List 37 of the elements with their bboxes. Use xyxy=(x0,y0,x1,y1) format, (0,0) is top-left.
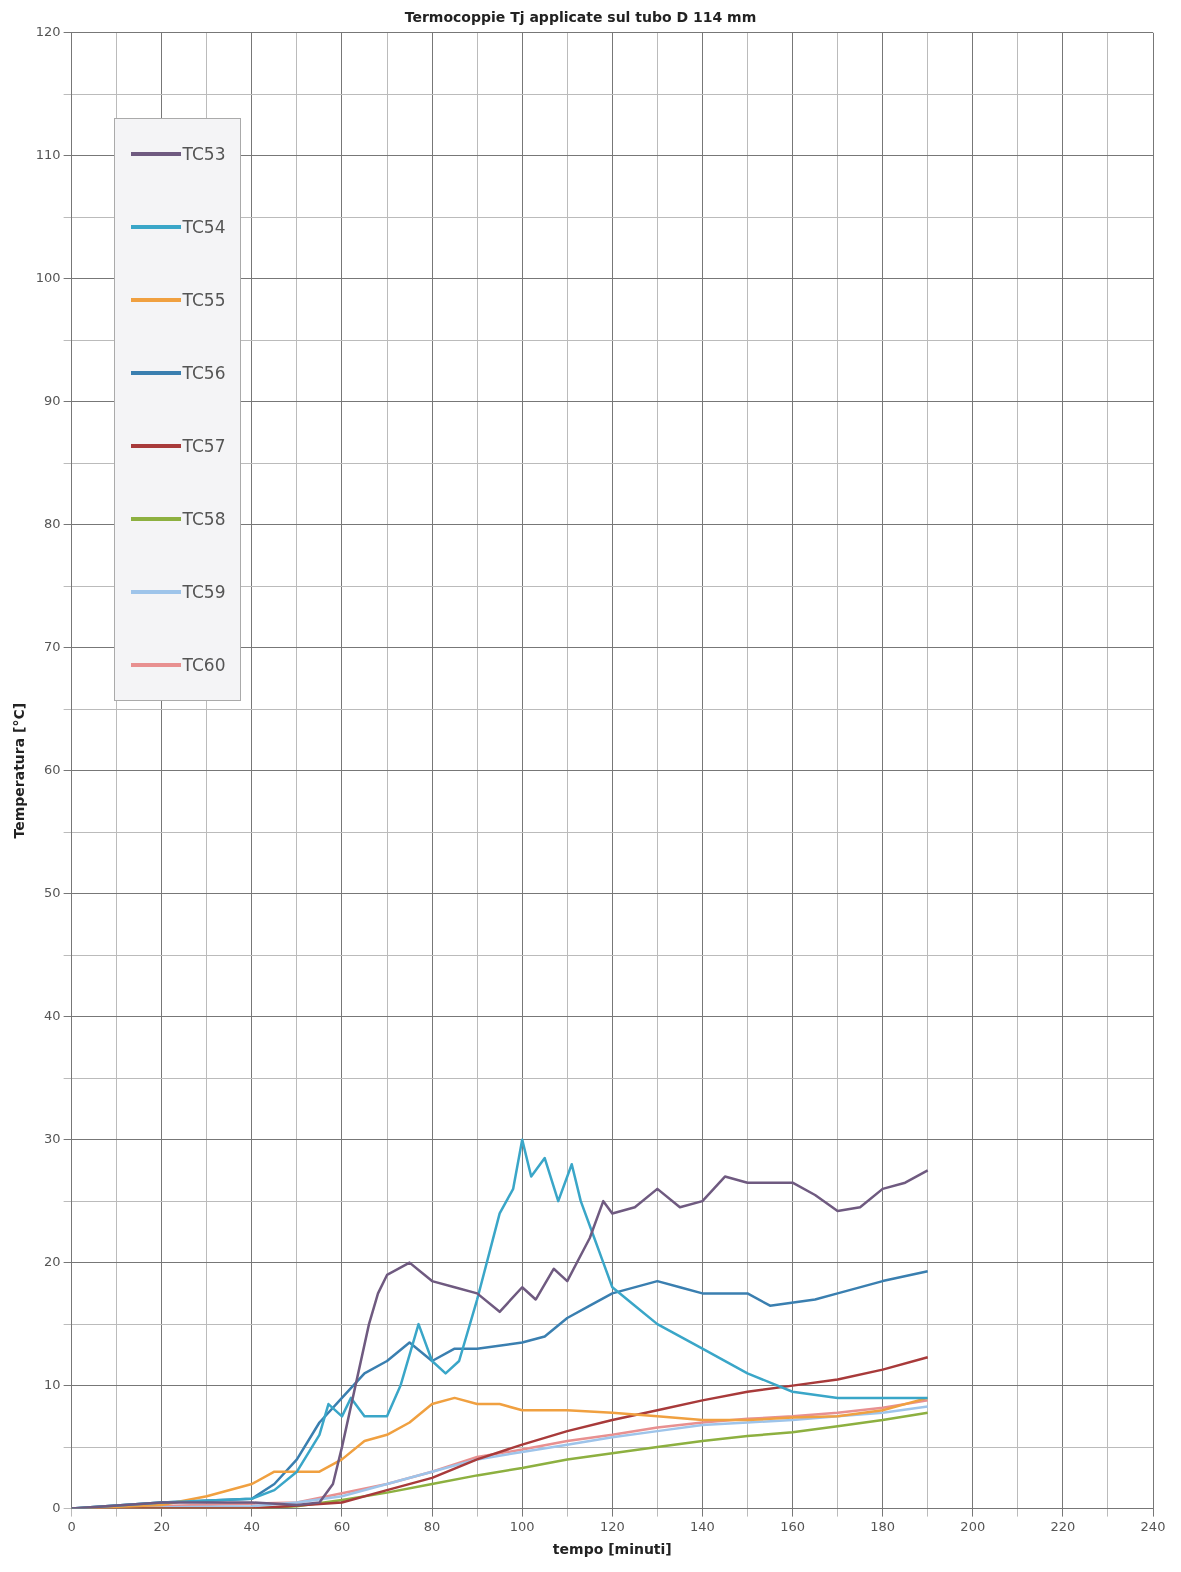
y-tick-label: 100 xyxy=(35,270,61,286)
x-axis-title: tempo [minuti] xyxy=(552,1541,672,1558)
y-tick-label: 120 xyxy=(35,24,61,40)
y-tick-label: 50 xyxy=(44,885,61,901)
x-tick-label: 180 xyxy=(870,1518,896,1534)
y-tick-label: 90 xyxy=(44,393,61,409)
x-tick-label: 100 xyxy=(509,1518,535,1534)
y-tick-label: 40 xyxy=(44,1008,61,1024)
x-tick-label: 80 xyxy=(423,1518,441,1534)
x-tick-label: 20 xyxy=(153,1518,170,1534)
y-tick-label: 10 xyxy=(44,1376,61,1392)
x-tick-label: 0 xyxy=(67,1518,76,1534)
y-axis-title: Temperatura [°C] xyxy=(11,702,28,839)
legend-label: TC60 xyxy=(182,654,226,675)
x-tick-label: 160 xyxy=(780,1518,805,1534)
legend-label: TC54 xyxy=(182,216,226,237)
x-tick-label: 240 xyxy=(1140,1518,1166,1534)
legend-label: TC56 xyxy=(182,362,226,383)
legend-label: TC58 xyxy=(182,508,226,529)
legend-label: TC57 xyxy=(182,435,226,456)
x-tick-label: 220 xyxy=(1050,1518,1076,1534)
x-tick-label: 60 xyxy=(333,1518,351,1534)
y-tick-label: 80 xyxy=(44,516,61,532)
y-tick-label: 20 xyxy=(44,1254,61,1270)
y-tick-label: 110 xyxy=(35,147,61,163)
chart-title: Termocoppie Tj applicate sul tubo D 114 mm xyxy=(404,9,757,26)
y-tick-label: 0 xyxy=(52,1499,61,1515)
legend-label: TC59 xyxy=(182,581,226,602)
legend-label: TC53 xyxy=(182,143,226,164)
x-tick-label: 140 xyxy=(690,1518,715,1534)
x-tick-label: 120 xyxy=(599,1518,625,1534)
legend-label: TC55 xyxy=(182,289,226,310)
y-tick-label: 70 xyxy=(44,639,61,655)
x-tick-label: 40 xyxy=(243,1518,261,1534)
y-tick-label: 60 xyxy=(44,762,61,778)
x-tick-label: 200 xyxy=(960,1518,986,1534)
y-tick-label: 30 xyxy=(44,1131,61,1147)
